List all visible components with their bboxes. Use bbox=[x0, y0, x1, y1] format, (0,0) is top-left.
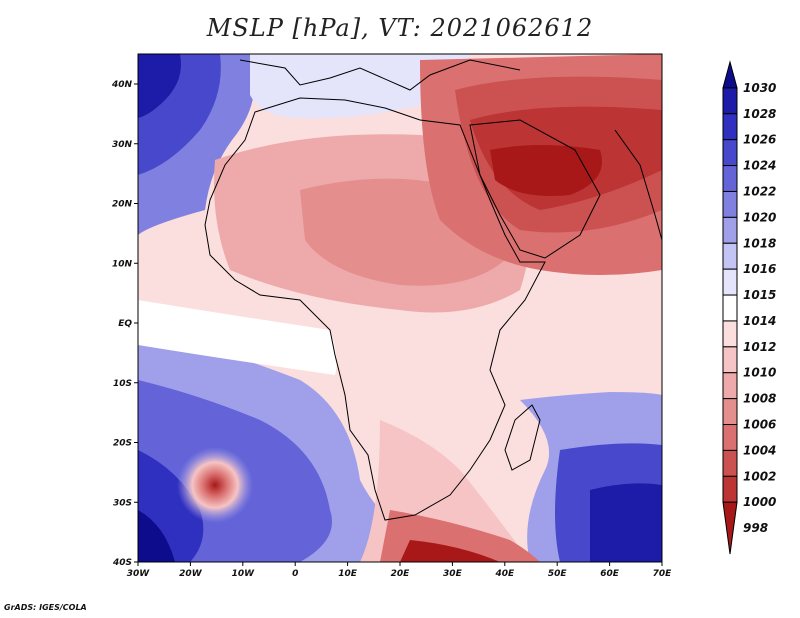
colorbar-label: 1006 bbox=[743, 418, 776, 432]
colorbar-label: 1002 bbox=[743, 469, 776, 483]
colorbar-top-arrow bbox=[722, 60, 738, 89]
colorbar-swatch bbox=[722, 320, 738, 348]
field-europe bbox=[250, 54, 470, 119]
arabia-coastline bbox=[469, 119, 601, 259]
field-southern-ocean-core bbox=[400, 540, 500, 562]
colorbar-swatch bbox=[722, 294, 738, 322]
credit-text: GrADS: IGES/COLA bbox=[4, 603, 87, 612]
colorbar-label: 1022 bbox=[743, 184, 776, 198]
madagascar-coastline bbox=[504, 404, 541, 471]
colorbar-swatch bbox=[722, 87, 738, 115]
colorbar-swatch bbox=[722, 372, 738, 400]
field-south-atlantic-low bbox=[177, 447, 253, 523]
lon-tick-label: 0 bbox=[292, 569, 298, 579]
lon-tick-label: 30E bbox=[443, 569, 463, 579]
colorbar-label: 1024 bbox=[743, 159, 776, 173]
coastlines bbox=[204, 59, 662, 521]
lon-tick-label: 70E bbox=[653, 569, 673, 579]
chart-title: MSLP [hPa], VT: 2021062612 bbox=[206, 14, 594, 42]
field-equatorial-band bbox=[138, 300, 337, 375]
colorbar-label: 1015 bbox=[743, 288, 776, 302]
colorbar-label: 1014 bbox=[743, 314, 776, 328]
lat-tick-label: 30S bbox=[113, 498, 132, 508]
lon-tick-label: 20W bbox=[179, 569, 203, 579]
lat-tick-label: 20N bbox=[112, 200, 133, 210]
colorbar-swatch bbox=[722, 449, 738, 477]
lat-tick-label: 10S bbox=[113, 379, 132, 389]
lat-tick-label: 30N bbox=[112, 140, 133, 150]
field-atlantic-north-center bbox=[138, 54, 181, 118]
india-coastline bbox=[614, 129, 662, 241]
colorbar-swatch bbox=[722, 475, 738, 503]
colorbar-bottom-arrow bbox=[722, 501, 738, 555]
colorbar-swatch bbox=[722, 139, 738, 167]
colorbar-swatch bbox=[722, 216, 738, 244]
colorbar-label: 1020 bbox=[743, 210, 776, 224]
lat-tick-label: 20S bbox=[113, 439, 132, 449]
europe-coastline bbox=[239, 59, 521, 91]
colorbar-label: 998 bbox=[743, 521, 768, 535]
pressure-field bbox=[138, 54, 662, 562]
field-gulf-guinea bbox=[138, 245, 240, 300]
colorbar-label: 1026 bbox=[743, 133, 776, 147]
colorbar-swatch bbox=[722, 268, 738, 296]
colorbar-label: 1012 bbox=[743, 340, 776, 354]
longitude-axis: 30W 20W 10W 0 10E 20E 30E 40E 50E 60E 70E bbox=[127, 562, 672, 579]
lat-tick-label: 40N bbox=[111, 80, 133, 90]
lon-tick-label: 10W bbox=[232, 569, 256, 579]
colorbar-swatch bbox=[722, 113, 738, 141]
latitude-axis: 40N 30N 20N 10N EQ 10S 20S 30S 40S bbox=[111, 80, 138, 568]
colorbar-label: 1030 bbox=[743, 81, 776, 95]
colorbar-swatch bbox=[722, 398, 738, 426]
colorbar-label: 1016 bbox=[743, 262, 776, 276]
lat-tick-label: 10N bbox=[112, 259, 133, 269]
colorbar: 1030 1028 1026 1024 1022 1020 1018 1016 1015 1014… bbox=[722, 60, 776, 555]
colorbar-label: 1008 bbox=[743, 392, 776, 406]
colorbar-swatch bbox=[722, 346, 738, 374]
lon-tick-label: 40E bbox=[494, 569, 515, 579]
colorbar-label: 1028 bbox=[743, 107, 776, 121]
field-indian-core bbox=[590, 483, 662, 562]
lon-tick-label: 50E bbox=[548, 569, 568, 579]
field-atlantic-south-center bbox=[138, 510, 175, 562]
colorbar-label: 1004 bbox=[743, 443, 776, 457]
lon-tick-label: 60E bbox=[600, 569, 620, 579]
colorbar-swatch bbox=[722, 424, 738, 451]
lon-tick-label: 10E bbox=[338, 569, 358, 579]
africa-coastline bbox=[204, 97, 546, 521]
lon-tick-label: 30W bbox=[127, 569, 151, 579]
colorbar-swatch bbox=[722, 165, 738, 192]
lon-tick-label: 20E bbox=[391, 569, 411, 579]
colorbar-swatch bbox=[722, 190, 738, 218]
field-arabia-center bbox=[490, 145, 602, 196]
colorbar-swatch bbox=[722, 242, 738, 270]
colorbar-label: 1010 bbox=[743, 366, 776, 380]
lat-tick-label: 40S bbox=[112, 558, 132, 568]
lat-tick-label: EQ bbox=[118, 319, 132, 329]
colorbar-label: 1018 bbox=[743, 236, 776, 250]
colorbar-label: 1000 bbox=[743, 495, 776, 509]
